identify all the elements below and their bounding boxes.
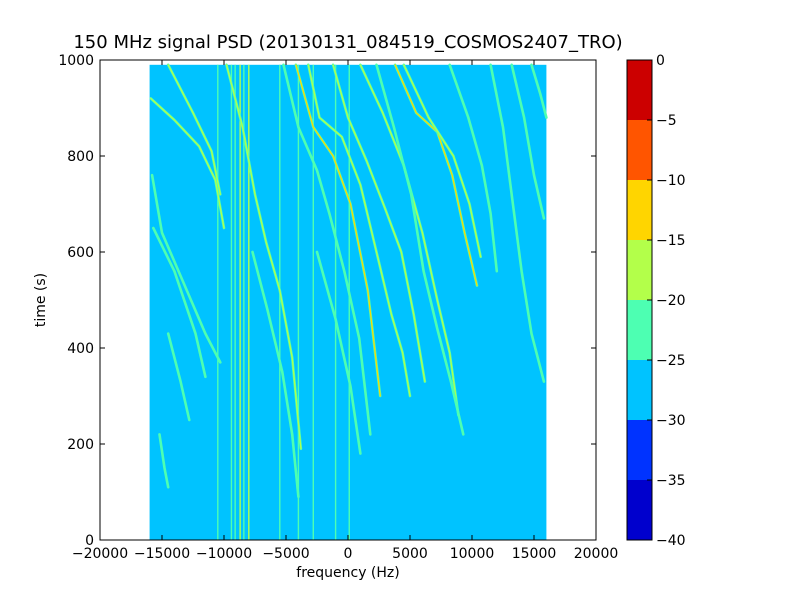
colorbar-tick-label-8: 0 <box>656 53 665 69</box>
y-tick-label-5: 1000 <box>58 53 94 69</box>
track-9 <box>359 64 459 416</box>
colorbar-swatch-6 <box>627 120 652 180</box>
colorbar-tick-label-0: −40 <box>656 533 686 549</box>
track-6 <box>295 64 381 397</box>
track-10 <box>375 64 464 435</box>
track-19 <box>167 333 190 421</box>
colorbar-swatch-7 <box>627 60 652 120</box>
spectrogram-background <box>149 64 547 541</box>
x-tick-label-7: 15000 <box>512 546 557 562</box>
track-7 <box>307 64 411 397</box>
y-tick-label-2: 400 <box>67 341 94 357</box>
colorbar-tick-label-6: −10 <box>656 173 686 189</box>
colorbar-tick-label-3: −25 <box>656 353 686 369</box>
y-tick-label-3: 600 <box>67 245 94 261</box>
track-12 <box>403 64 482 258</box>
colorbar-swatch-0 <box>627 480 652 540</box>
track-4 <box>225 64 302 450</box>
x-axis: −20000 −15000 −10000 −5000 0 5000 10000 15000 20… <box>72 60 618 562</box>
x-tick-label-5: 5000 <box>392 546 428 562</box>
x-tick-label-0: −20000 <box>72 546 128 562</box>
colorbar-swatch-2 <box>627 360 652 420</box>
track-2 <box>151 174 221 363</box>
x-tick-label-1: −15000 <box>134 546 190 562</box>
x-tick-label-3: −5000 <box>262 546 309 562</box>
track-8 <box>332 64 426 383</box>
track-15 <box>511 64 545 219</box>
track-3 <box>152 227 206 378</box>
plot-area <box>99 59 597 541</box>
colorbar-swatch-5 <box>627 180 652 240</box>
track-20 <box>158 433 169 488</box>
colorbar: −40 −35 −30 −25 −20 −15 −10 −5 0 <box>626 53 686 549</box>
track-16 <box>530 64 548 119</box>
y-axis-label: time (s) <box>33 273 49 327</box>
colorbar-tick-label-1: −35 <box>656 473 686 489</box>
x-tick-label-4: 0 <box>344 546 353 562</box>
x-tick-label-6: 10000 <box>450 546 495 562</box>
x-tick-label-2: −10000 <box>196 546 252 562</box>
y-tick-label-4: 800 <box>67 149 94 165</box>
track-11 <box>394 64 478 287</box>
track-17 <box>251 251 299 498</box>
y-tick-label-1: 200 <box>67 437 94 453</box>
colorbar-tick-label-7: −5 <box>656 113 677 129</box>
x-tick-label-8: 20000 <box>574 546 619 562</box>
track-0 <box>150 97 225 229</box>
colorbar-tick-label-2: −30 <box>656 413 686 429</box>
y-tick-label-0: 0 <box>85 533 94 549</box>
track-1 <box>167 64 221 195</box>
colorbar-tick-label-4: −20 <box>656 293 686 309</box>
colorbar-swatch-1 <box>627 420 652 480</box>
track-14 <box>490 64 545 383</box>
colorbar-swatch-4 <box>627 240 652 300</box>
chart-title: 150 MHz signal PSD (20130131_084519_COSM… <box>73 32 622 53</box>
spectrogram <box>149 63 548 541</box>
y-axis: 0 200 400 600 800 1000 <box>58 53 596 549</box>
track-13 <box>449 64 498 272</box>
colorbar-swatch-3 <box>627 300 652 360</box>
x-axis-label: frequency (Hz) <box>296 565 399 581</box>
track-5 <box>282 64 371 435</box>
track-18 <box>316 251 361 455</box>
colorbar-tick-label-5: −15 <box>656 233 686 249</box>
